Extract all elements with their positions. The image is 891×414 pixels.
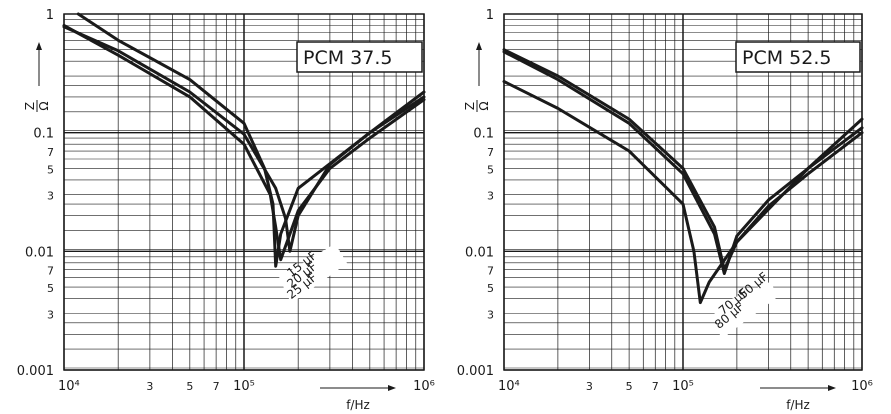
- capacitance-labels: 50 µF 70 µF 80 µF: [712, 269, 778, 340]
- x-label: f/Hz: [346, 398, 370, 412]
- series-line-1: [502, 50, 864, 275]
- y-tick-3: 3: [47, 190, 54, 203]
- x-tick-5: 5: [626, 380, 633, 393]
- x-tick-labels: 10⁴ 3 5 7 10⁵ 10⁶: [58, 379, 435, 394]
- chart-pcm-37-5: PCM 37.5 15 µF 20 µF 25 µF 10⁴ 3 5 7 10⁵…: [17, 8, 435, 412]
- y-label-ohm: Ω: [37, 101, 51, 110]
- y-tick-3b: 3: [47, 308, 54, 321]
- x-tick-7: 7: [213, 380, 220, 393]
- y-tick-1: 1: [486, 8, 494, 23]
- y-tick-labels: 1 0.1 7 5 3 0.01 7 5 3 0.001: [457, 8, 494, 379]
- x-axis-label: f/Hz: [760, 385, 836, 412]
- x-tick-1e5: 10⁵: [672, 379, 694, 394]
- y-tick-labels: 1 0.1 7 5 3 0.01 7 5 3 0.001: [17, 8, 54, 379]
- y-tick-1: 1: [46, 8, 54, 23]
- y-tick-0-001: 0.001: [457, 364, 494, 379]
- y-tick-3: 3: [487, 190, 494, 203]
- x-tick-1e5: 10⁵: [233, 379, 255, 394]
- x-tick-7: 7: [652, 380, 659, 393]
- y-label-z: Z: [463, 102, 477, 110]
- chart-title: PCM 52.5: [742, 47, 831, 69]
- series-title-box: PCM 37.5: [296, 41, 423, 73]
- series-line-1: [62, 24, 426, 262]
- y-label-z: Z: [23, 102, 37, 110]
- y-tick-7: 7: [487, 146, 494, 159]
- y-tick-7b: 7: [487, 265, 494, 278]
- x-tick-1e6: 10⁶: [413, 379, 435, 394]
- chart-title: PCM 37.5: [303, 47, 392, 69]
- x-tick-1e6: 10⁶: [851, 379, 873, 394]
- y-tick-0-01: 0.01: [25, 245, 54, 260]
- series-line-2: [76, 12, 426, 268]
- x-tick-3: 3: [146, 380, 153, 393]
- y-label-ohm: Ω: [477, 101, 491, 110]
- chart-pcm-52-5: PCM 52.5 50 µF 70 µF 80 µF 10⁴ 3 5 7 10⁵…: [457, 8, 873, 412]
- x-tick-1e4: 10⁴: [498, 379, 520, 394]
- y-tick-0-1: 0.1: [473, 127, 494, 142]
- y-tick-5: 5: [487, 163, 494, 176]
- series-line-2: [502, 80, 864, 305]
- y-tick-0-01: 0.01: [465, 245, 494, 260]
- y-tick-0-001: 0.001: [17, 364, 54, 379]
- grid-lines: [63, 14, 425, 371]
- series-title-box: PCM 52.5: [735, 41, 861, 73]
- x-tick-3: 3: [586, 380, 593, 393]
- y-axis-label: Z Ω: [463, 42, 491, 112]
- y-tick-5b: 5: [487, 282, 494, 295]
- y-tick-5b: 5: [47, 282, 54, 295]
- x-tick-1e4: 10⁴: [58, 379, 80, 394]
- y-tick-7b: 7: [47, 265, 54, 278]
- y-tick-5: 5: [47, 163, 54, 176]
- x-tick-5: 5: [186, 380, 193, 393]
- y-tick-7: 7: [47, 146, 54, 159]
- y-tick-0-1: 0.1: [33, 127, 54, 142]
- x-label: f/Hz: [786, 398, 810, 412]
- y-axis-label: Z Ω: [23, 42, 51, 112]
- x-axis-label: f/Hz: [320, 385, 396, 412]
- grid-lines: [503, 14, 863, 371]
- impedance-curves: [62, 12, 426, 268]
- y-tick-3b: 3: [487, 308, 494, 321]
- plot-frame: [503, 13, 863, 371]
- x-tick-labels: 10⁴ 3 5 7 10⁵ 10⁶: [498, 379, 873, 394]
- plot-frame: [63, 13, 425, 371]
- impedance-curves: [502, 48, 864, 305]
